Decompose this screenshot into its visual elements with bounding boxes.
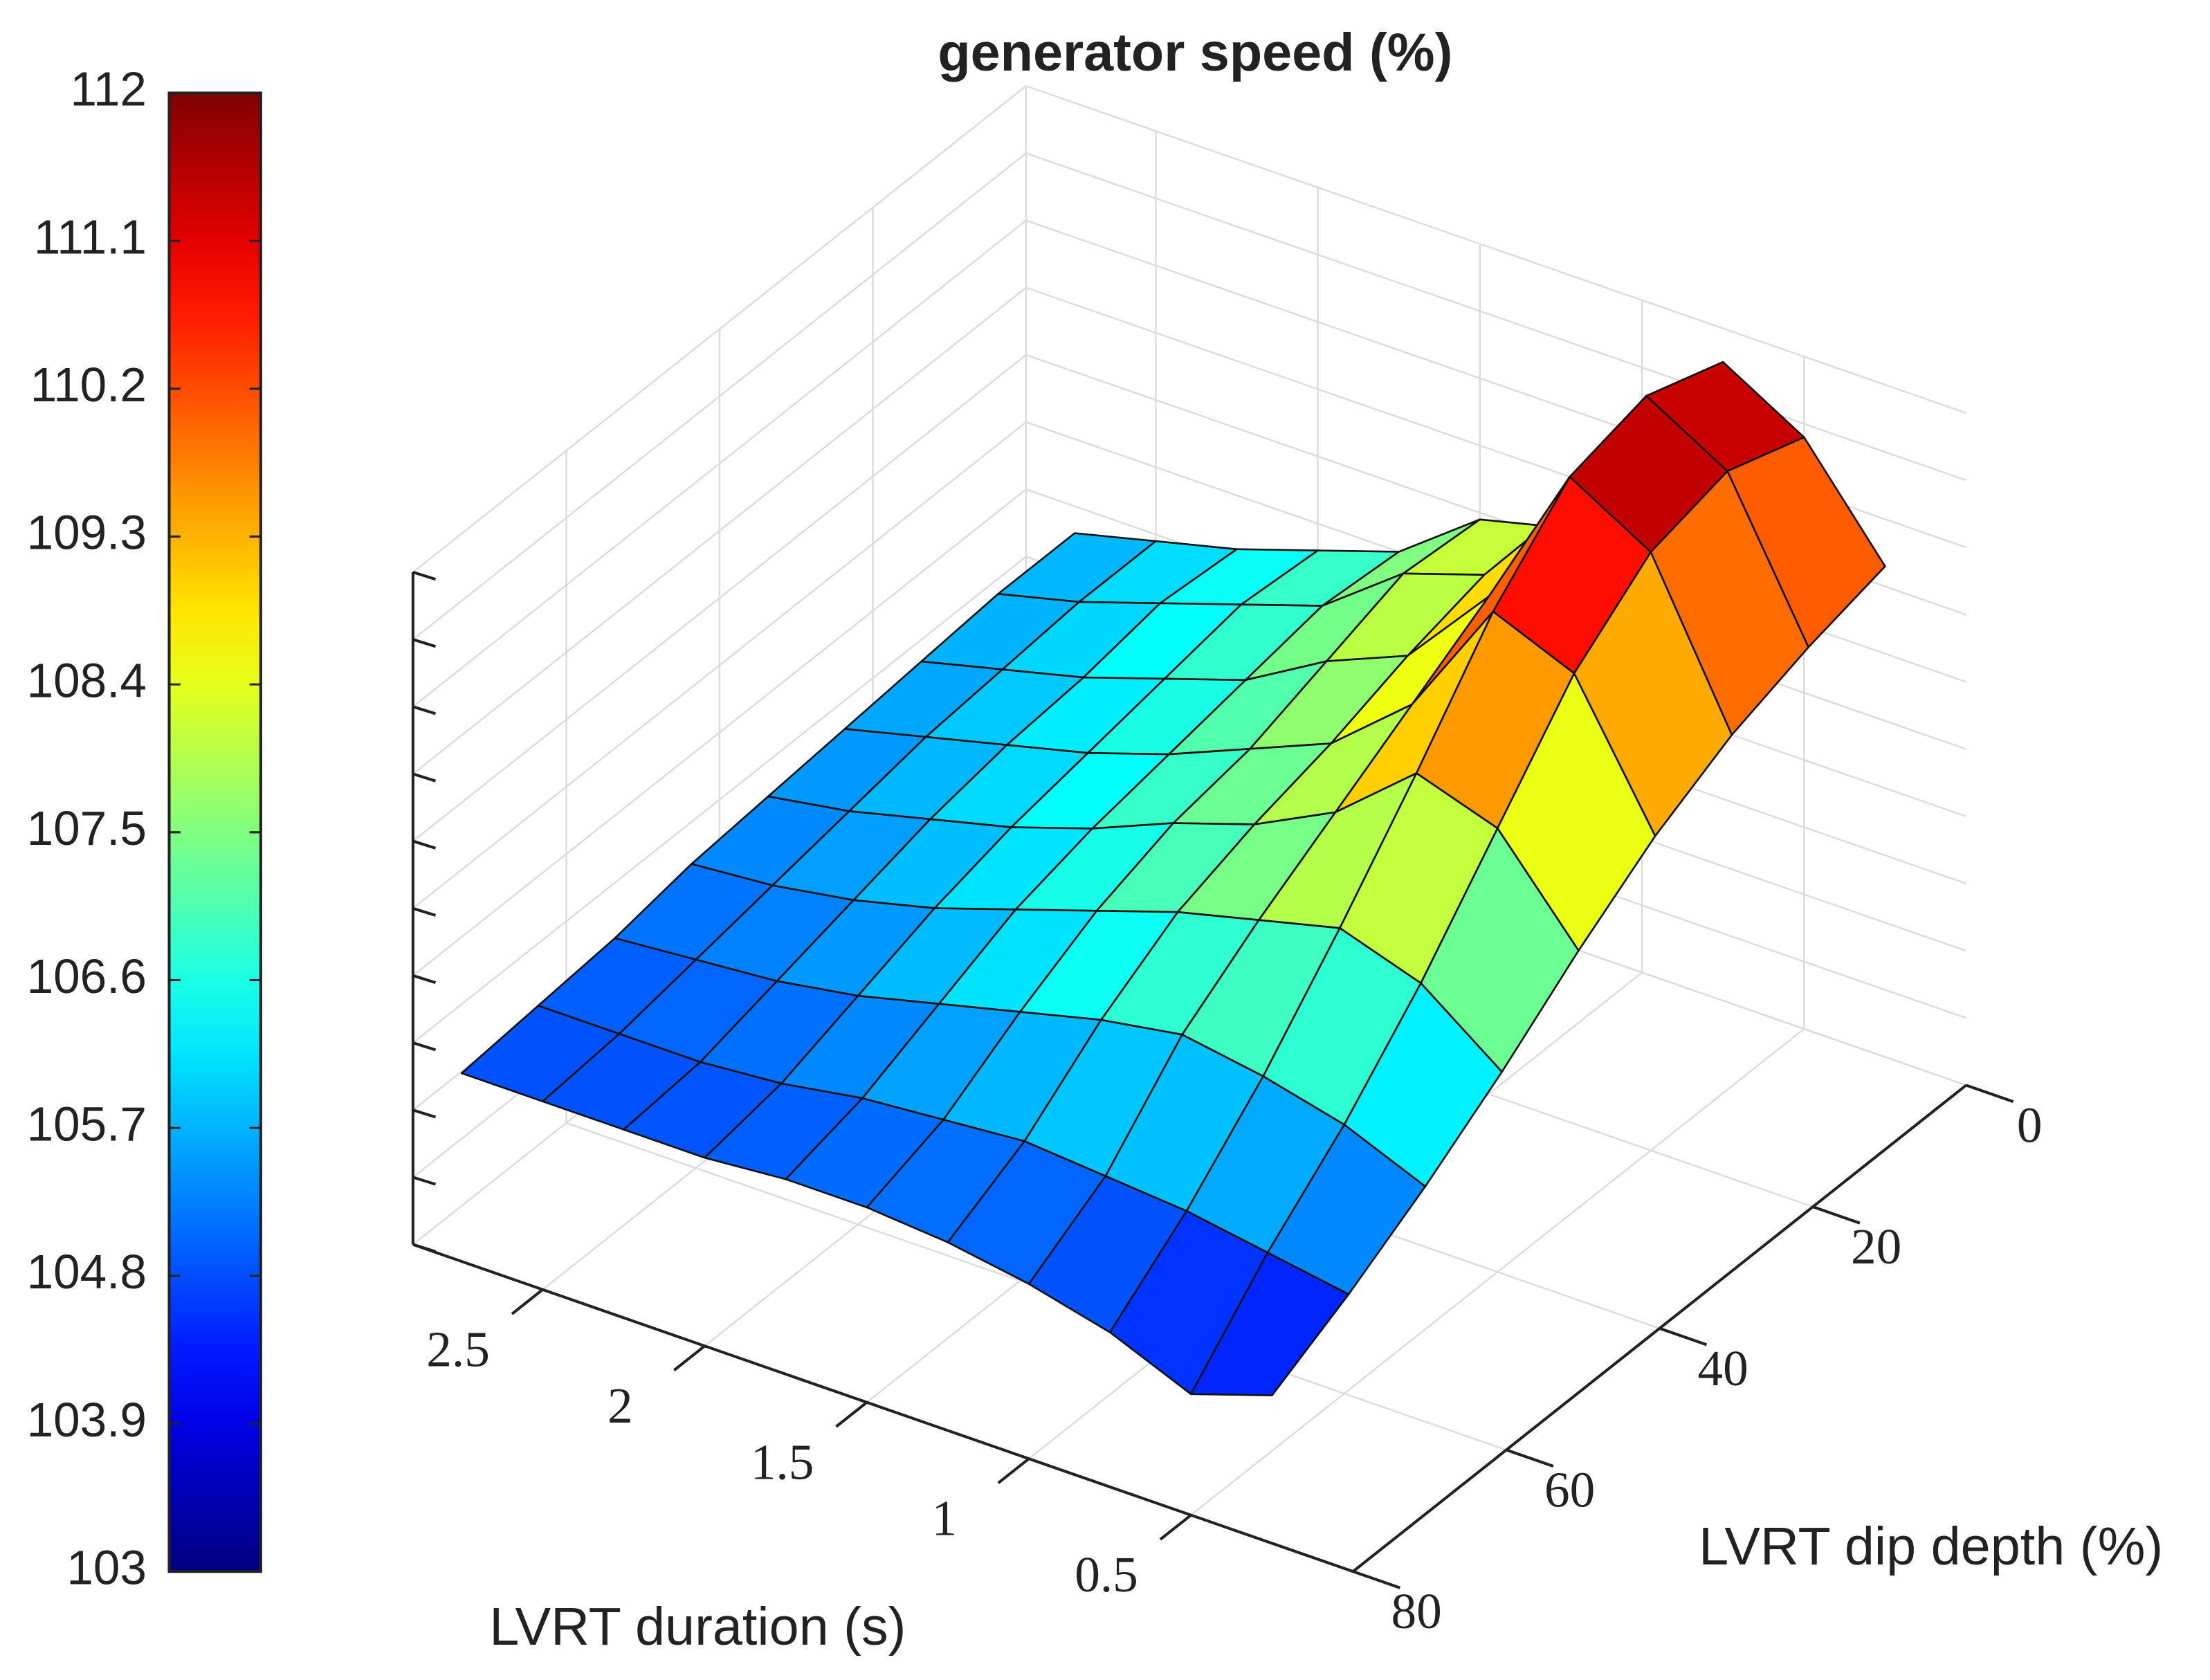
y-tick bbox=[1812, 1205, 1861, 1225]
colorbar-tick-label: 104.8 bbox=[27, 1245, 147, 1299]
z-tick bbox=[412, 638, 437, 648]
x-tick bbox=[673, 1344, 706, 1371]
y-tick bbox=[1659, 1326, 1708, 1346]
colorbar bbox=[167, 91, 262, 1573]
x-tick-label: 2 bbox=[608, 1378, 633, 1434]
y-tick bbox=[1965, 1084, 2014, 1103]
z-tick bbox=[412, 1108, 437, 1119]
colorbar-tick-label: 106.6 bbox=[27, 949, 147, 1003]
z-tick bbox=[412, 839, 437, 850]
y-axis-label: LVRT dip depth (%) bbox=[1699, 1517, 2163, 1576]
y-tick-label: 40 bbox=[1698, 1340, 1748, 1396]
z-tick bbox=[412, 1176, 437, 1186]
x-tick-label: 1.5 bbox=[751, 1434, 814, 1490]
colorbar-tick-label: 110.2 bbox=[30, 358, 147, 412]
y-tick bbox=[1506, 1448, 1554, 1468]
z-tick bbox=[412, 974, 437, 985]
x-tick-label: 0.5 bbox=[1075, 1546, 1138, 1603]
grid-line bbox=[1025, 85, 1966, 414]
z-tick bbox=[412, 772, 437, 783]
colorbar-tick-label: 107.5 bbox=[27, 801, 147, 855]
x-tick bbox=[1159, 1514, 1192, 1541]
z-tick bbox=[412, 1041, 437, 1052]
colorbar-tick-label: 103 bbox=[66, 1540, 147, 1594]
grid-line bbox=[1025, 152, 1966, 482]
colorbar-tick-label: 111.1 bbox=[34, 210, 147, 264]
z-tick bbox=[412, 906, 437, 917]
x-axis-label: LVRT duration (s) bbox=[489, 1597, 906, 1656]
colorbar-tick-label: 103.9 bbox=[27, 1393, 147, 1447]
z-tick bbox=[412, 1243, 437, 1253]
y-tick-label: 80 bbox=[1391, 1583, 1442, 1639]
y-tick-label: 60 bbox=[1544, 1461, 1595, 1517]
x-axis bbox=[412, 1243, 1354, 1573]
x-tick bbox=[997, 1457, 1030, 1484]
x-tick bbox=[511, 1288, 544, 1315]
colorbar-tick-label: 112 bbox=[70, 62, 146, 116]
z-tick bbox=[412, 571, 437, 581]
x-tick bbox=[835, 1401, 868, 1428]
z-tick bbox=[412, 705, 437, 715]
colorbar-tick-label: 108.4 bbox=[27, 653, 147, 707]
y-tick-label: 0 bbox=[2017, 1097, 2043, 1153]
y-tick bbox=[1352, 1570, 1401, 1589]
colorbar-tick-label: 109.3 bbox=[27, 506, 147, 560]
x-tick-label: 2.5 bbox=[426, 1321, 490, 1377]
chart-title: generator speed (%) bbox=[938, 23, 1452, 82]
surface-patch bbox=[1189, 1252, 1350, 1396]
y-tick-label: 20 bbox=[1851, 1218, 1901, 1275]
x-tick-label: 1 bbox=[931, 1490, 957, 1546]
colorbar-tick-label: 105.7 bbox=[27, 1097, 147, 1151]
